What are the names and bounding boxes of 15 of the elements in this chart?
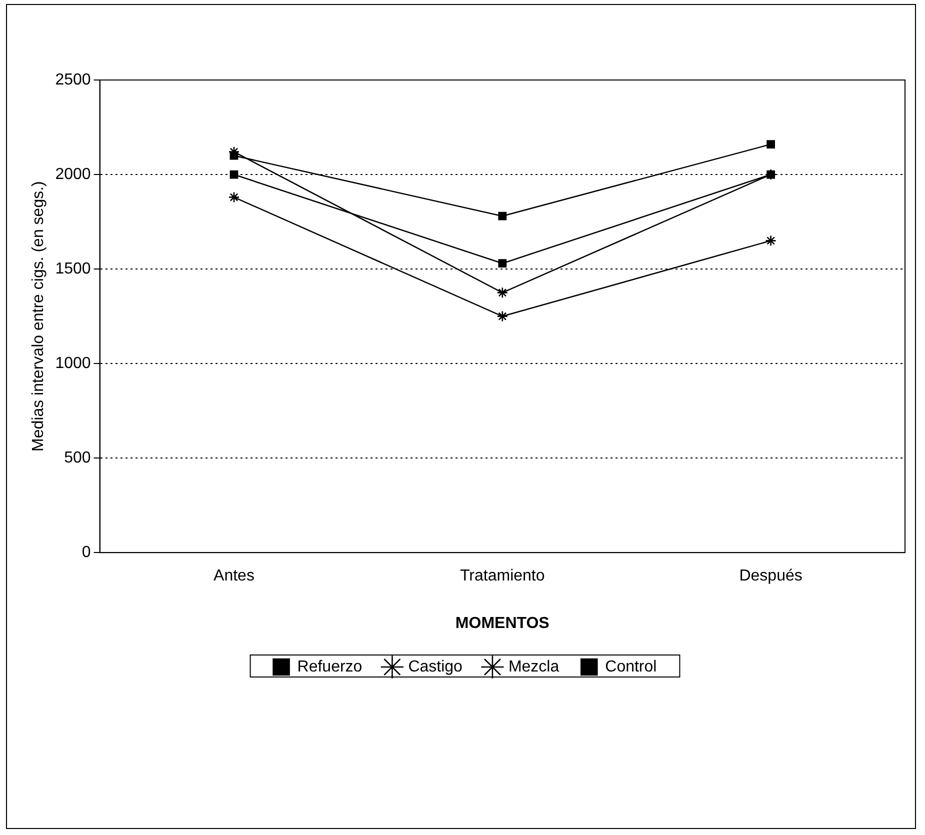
legend-label: Control xyxy=(605,658,657,676)
y-axis-title: Medias intervalo entre cigs. (en segs.) xyxy=(30,181,48,452)
y-tick-label: 0 xyxy=(82,544,91,562)
y-tick-label: 2000 xyxy=(55,166,91,183)
y-tick-label: 1500 xyxy=(55,260,91,278)
x-tick-label: Después xyxy=(739,568,802,585)
legend-label: Refuerzo xyxy=(297,658,362,676)
x-tick-label: Tratamiento xyxy=(460,568,545,585)
legend-label: Castigo xyxy=(408,658,463,676)
legend-label: Mezcla xyxy=(508,658,560,676)
x-tick-label: Antes xyxy=(214,568,254,585)
x-axis-title: MOMENTOS xyxy=(455,614,550,632)
y-tick-label: 2500 xyxy=(55,71,91,88)
y-tick-label: 500 xyxy=(64,449,91,466)
y-tick-label: 1000 xyxy=(55,354,91,372)
